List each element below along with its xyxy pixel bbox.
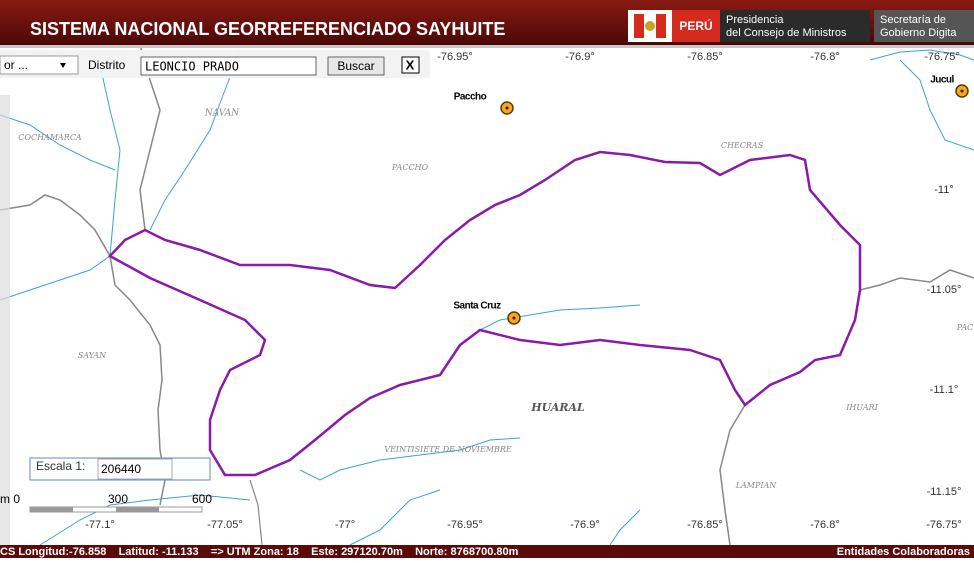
longitude-label: -76.8° [810,51,839,63]
longitude-label: -76.9° [570,519,599,531]
peru-box [672,10,720,42]
scale-bar-label: 600 [192,492,212,506]
longitude-label: -76.95° [447,519,483,531]
longitude-label: -76.85° [687,51,723,63]
coordinates: CS Longitud:-76.858 Latitud: -11.133 => … [0,546,519,558]
district-label: IHUARI [845,403,878,412]
partners-link[interactable]: Entidades Colaboradoras [837,546,970,558]
header-edge [0,45,974,48]
country: PERÚ [679,18,712,33]
scale-bar-seg [30,507,73,512]
scale-bar-label: 300 [108,492,128,506]
town-label: Paccho [454,92,487,103]
latitude-label: -11.1° [930,384,959,396]
shield [645,21,655,31]
flag-stripe [656,14,666,38]
district-label: SAYAN [78,351,107,360]
field-label: Distrito [88,58,126,72]
select-text: or ... [4,58,28,72]
district-label: LAMPIAN [735,481,778,490]
close-text: X [406,57,415,72]
latitude-label: -11° [934,184,953,196]
status-bar [0,545,974,558]
town-label: Santa Cruz [453,301,501,312]
org-box [720,10,870,42]
org-line: Secretaría de [880,14,946,26]
org-line: del Consejo de Ministros [726,27,847,39]
longitude-label: -76.75° [926,519,962,531]
select-arrow [60,63,66,68]
scale-value: 206440 [101,462,141,476]
side-panel-edge [0,95,10,545]
text-input[interactable] [140,56,317,76]
scale-bar-label: m 0 [0,492,20,506]
longitude-label: -77.1° [85,519,114,531]
town-marker-dot [960,89,964,93]
button-text: Buscar [337,59,374,73]
longitude-label: -76.9° [565,51,594,63]
district-label: NAVAN [204,109,240,119]
longitude-label: -76.85° [687,519,723,531]
town-marker-dot [512,316,516,320]
longitude-label: -76.8° [810,519,839,531]
district-label: COCHAMARCA [18,133,82,142]
input-value: LEONCIO PRADO [145,60,239,74]
longitude-label: -76.75° [924,51,960,63]
district-label: PAC [956,323,974,332]
district-label: HUARAL [530,401,585,414]
district-label: CHECRAS [721,141,764,150]
town-marker-dot [505,106,509,110]
latitude-label: -11.05° [927,284,962,296]
search-button[interactable] [327,56,385,76]
org-line: Gobierno Digita [880,27,957,39]
longitude-label: -77.05° [207,519,243,531]
longitude-label: -77° [335,519,355,531]
flag-stripe [634,14,644,38]
latitude-label: -11.15° [927,486,962,498]
select[interactable] [0,55,79,75]
org-box [874,10,974,42]
district-label: PACCHO [391,163,429,172]
org-line: Presidencia [726,14,784,26]
close-button[interactable] [401,56,420,74]
scale-bar-seg [116,507,159,512]
scale-label: Escala 1: [36,459,85,473]
scale-input[interactable] [97,458,173,480]
app-title: SISTEMA NACIONAL GEORREFERENCIADO SAYHUI… [30,19,505,39]
longitude-label: -76.95° [437,51,473,63]
district-label: VEINTISIETE DE NOVIEMBRE [384,445,512,454]
town-label: Jucul [930,75,954,86]
